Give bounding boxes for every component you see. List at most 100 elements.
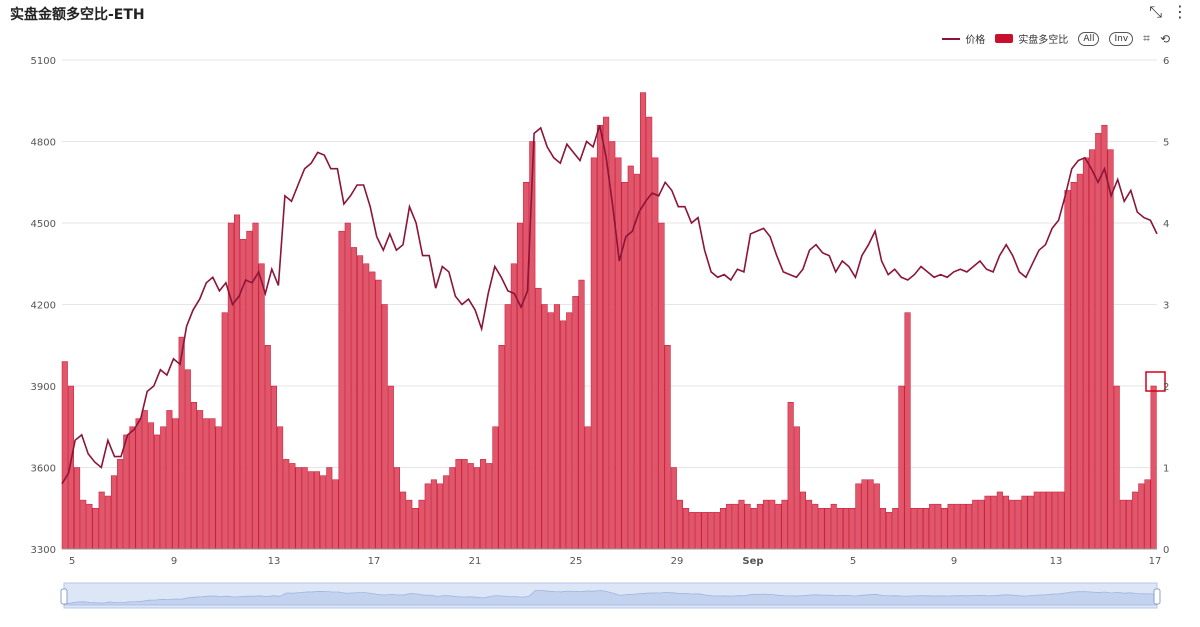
y-left-tick-label: 3300 bbox=[31, 545, 56, 556]
reset-icon[interactable]: ⟲ bbox=[1159, 31, 1170, 46]
bar bbox=[129, 426, 136, 550]
bar bbox=[633, 173, 640, 550]
bar bbox=[516, 222, 524, 550]
legend-item-price[interactable]: 价格 bbox=[942, 31, 985, 46]
y-left-tick-label: 3600 bbox=[31, 464, 56, 475]
y-right-tick-label: 2 bbox=[1163, 382, 1169, 393]
inv-button[interactable]: Inv bbox=[1109, 31, 1134, 46]
bar bbox=[123, 434, 130, 550]
bar bbox=[295, 467, 302, 550]
bar bbox=[553, 304, 560, 550]
y-right-tick-label: 3 bbox=[1163, 301, 1169, 312]
slider-handle-right bbox=[1153, 588, 1161, 605]
bar bbox=[1002, 495, 1010, 550]
bar bbox=[110, 475, 118, 550]
bar bbox=[590, 157, 597, 550]
bar bbox=[1046, 491, 1053, 550]
bar bbox=[916, 508, 923, 550]
bar bbox=[461, 459, 468, 550]
bar bbox=[375, 279, 382, 550]
bar bbox=[732, 503, 739, 550]
bar bbox=[1070, 182, 1077, 550]
crop-icon[interactable]: ⌗ bbox=[1143, 31, 1150, 45]
slider-track bbox=[63, 582, 1158, 609]
y-right-tick-label: 0 bbox=[1163, 545, 1169, 556]
x-tick-label: 13 bbox=[268, 556, 281, 567]
bar bbox=[498, 345, 505, 550]
bar bbox=[86, 503, 93, 550]
bar bbox=[400, 491, 407, 550]
bar bbox=[609, 141, 616, 550]
legend-item-ratio[interactable]: 实盘多空比 bbox=[995, 31, 1068, 46]
bar bbox=[178, 336, 185, 550]
bar bbox=[160, 426, 167, 550]
expand-icon[interactable]: ⤡ bbox=[1149, 2, 1162, 21]
bar bbox=[1144, 479, 1151, 550]
y-left-tick-label: 4800 bbox=[31, 138, 56, 149]
bar bbox=[621, 182, 628, 550]
bar bbox=[184, 369, 191, 550]
bar bbox=[320, 475, 327, 550]
bar bbox=[990, 495, 997, 550]
bar bbox=[726, 503, 733, 550]
bar bbox=[830, 503, 837, 550]
bar bbox=[719, 508, 727, 550]
bar bbox=[886, 512, 893, 550]
bar bbox=[338, 230, 345, 550]
bar bbox=[283, 459, 290, 550]
bar bbox=[664, 345, 671, 550]
bar bbox=[203, 418, 210, 550]
bar bbox=[1021, 495, 1028, 550]
bar bbox=[1058, 491, 1065, 550]
bar bbox=[615, 157, 622, 550]
y-left-tick-label: 4200 bbox=[31, 301, 56, 312]
bar bbox=[1150, 385, 1157, 550]
bar bbox=[670, 467, 677, 550]
bar bbox=[473, 467, 480, 550]
y-right-tick-label: 4 bbox=[1163, 219, 1169, 230]
bar bbox=[652, 157, 659, 550]
bar bbox=[596, 124, 603, 550]
bar bbox=[824, 508, 831, 550]
bar bbox=[843, 508, 850, 550]
bar bbox=[1125, 499, 1133, 550]
chart-title: 实盘金额多空比-ETH bbox=[10, 7, 145, 23]
legend-ratio-label: 实盘多空比 bbox=[1018, 35, 1069, 46]
bar bbox=[326, 467, 333, 550]
bar bbox=[504, 304, 511, 550]
x-tick-label: 17 bbox=[1149, 556, 1162, 567]
bar bbox=[209, 418, 216, 550]
bar bbox=[713, 512, 720, 550]
data-zoom-slider[interactable] bbox=[60, 582, 1161, 609]
bar bbox=[350, 247, 357, 550]
bar bbox=[836, 508, 843, 550]
x-tick-label: 29 bbox=[671, 556, 684, 567]
bar bbox=[190, 402, 197, 550]
line-series bbox=[61, 124, 1158, 485]
bar bbox=[775, 503, 782, 550]
y-left-tick-label: 4500 bbox=[31, 219, 56, 230]
bar bbox=[455, 459, 462, 550]
bar bbox=[233, 214, 241, 550]
bar bbox=[879, 508, 886, 550]
bar bbox=[381, 304, 388, 550]
x-tick-label: 21 bbox=[469, 556, 482, 567]
bar bbox=[492, 426, 499, 550]
x-tick-label: 13 bbox=[1050, 556, 1063, 567]
bar bbox=[566, 312, 573, 550]
bar bbox=[812, 503, 819, 550]
bar bbox=[307, 471, 314, 550]
bar bbox=[910, 508, 917, 550]
bar bbox=[1015, 499, 1022, 550]
bar bbox=[74, 467, 81, 550]
bar bbox=[640, 92, 647, 550]
x-tick-label: 9 bbox=[171, 556, 177, 567]
chart-legend: 价格 实盘多空比 All Inv ⌗ ⟲ bbox=[942, 31, 1170, 46]
bar bbox=[756, 503, 763, 550]
more-menu-icon[interactable]: ⋮ bbox=[1172, 2, 1188, 21]
bar bbox=[929, 503, 936, 550]
all-button[interactable]: All bbox=[1078, 31, 1100, 46]
y-right-tick-label: 1 bbox=[1163, 464, 1169, 475]
bar bbox=[141, 410, 148, 550]
bar bbox=[221, 312, 228, 550]
